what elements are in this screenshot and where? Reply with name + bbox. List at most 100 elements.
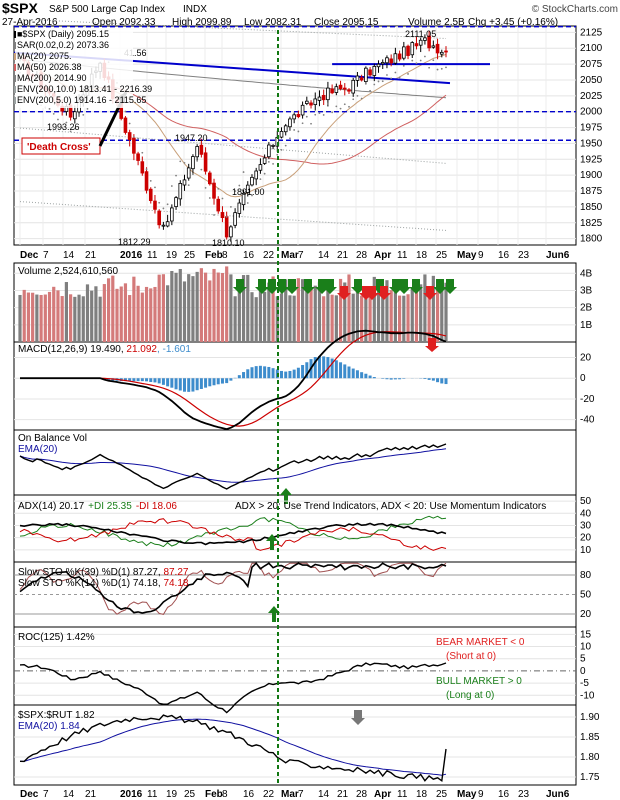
candle-body — [355, 75, 360, 81]
macd-hist-bar — [220, 378, 224, 384]
ratio-line — [19, 714, 447, 783]
volume-bar — [406, 294, 410, 342]
sar-dot — [381, 80, 384, 83]
red-down-arrow — [365, 286, 379, 300]
volume-bar — [195, 271, 199, 342]
macd-tick-label: 0 — [580, 373, 586, 384]
candle-body — [321, 94, 326, 101]
volume-bar — [246, 274, 250, 342]
macd-hist-bar — [355, 370, 359, 379]
volume-bar — [153, 286, 157, 342]
macd-hist-bar — [368, 375, 372, 379]
candle-body — [136, 153, 140, 161]
volume-tick-label: 2B — [580, 303, 593, 314]
sar-dot — [343, 103, 346, 106]
volume-bar — [39, 294, 43, 342]
sar-dot — [183, 162, 186, 164]
x-tick-label: 18 — [416, 250, 428, 261]
volume-bar — [52, 286, 56, 342]
volume-bar — [368, 288, 372, 342]
macd-hist-bar — [204, 378, 208, 388]
green-down-arrow — [233, 279, 247, 294]
price-tick-label: 1875 — [580, 186, 603, 197]
candle-body — [241, 192, 246, 206]
roc-title: ROC(125) 1.42% — [18, 632, 95, 643]
volume-bar — [263, 291, 267, 342]
candle-body — [140, 161, 145, 174]
volume-bar — [157, 274, 161, 342]
candle-body — [220, 212, 225, 219]
x-tick-label: Feb — [205, 250, 223, 261]
volume-bar — [414, 292, 419, 342]
macd-hist-bar — [322, 356, 326, 379]
macd-hist-bar — [301, 365, 305, 379]
x-tick-label: Apr — [374, 250, 391, 261]
sto-title-2-d: 74.18 — [163, 578, 188, 589]
roc-tick-label: 15 — [580, 629, 592, 640]
x-tick-label-bottom: 25 — [184, 789, 196, 800]
obv-line — [19, 443, 447, 490]
volume-bar — [90, 290, 94, 342]
roc-line — [19, 662, 447, 714]
volume-bar — [444, 282, 448, 342]
candle-body — [144, 171, 149, 191]
macd-hist-bar — [187, 378, 191, 392]
x-tick-label-bottom: 11 — [397, 789, 408, 800]
macd-hist-bar — [123, 378, 127, 382]
macd-hist-bar — [132, 378, 136, 382]
macd-hist-bar — [398, 378, 402, 380]
panel-frames — [13, 25, 577, 786]
sar-dot — [398, 76, 401, 79]
adx-tick-label: 20 — [580, 533, 592, 544]
volume-bar — [427, 293, 431, 342]
candle-body — [174, 197, 178, 208]
sar-dot — [149, 179, 152, 182]
volume-tick-label: 4B — [580, 268, 593, 279]
macd-title-main: MACD(12,26,9) 19.490, — [18, 344, 126, 355]
x-tick-label-bottom: 18 — [416, 789, 428, 800]
panel-titles: Volume 2,524,610,560 MACD(12,26,9) 19.49… — [18, 266, 546, 732]
x-tick-label-bottom: Dec — [20, 789, 39, 800]
volume-bar — [191, 276, 195, 342]
macd-hist-bar — [191, 378, 195, 392]
candle-body — [423, 37, 427, 41]
change-value: Chg +3.45 (+0.16%) — [468, 17, 558, 28]
volume-bar — [140, 292, 144, 342]
adx-title-main: ADX(14) 20.17 — [18, 501, 85, 512]
macd-panel: 20 0 -20 -40 — [14, 329, 595, 431]
sto-title-2-main: Slow STO %K(14) %D(1) 74.18, — [18, 578, 163, 589]
candle-body — [435, 43, 440, 54]
macd-hist-bar — [326, 357, 330, 379]
candle-body — [305, 100, 309, 104]
candle-body — [439, 51, 444, 55]
x-tick-label: 25 — [184, 250, 196, 261]
macd-hist-bar — [182, 378, 186, 392]
candle-body — [410, 42, 415, 56]
volume-bar — [309, 287, 313, 342]
adx-note: ADX > 20: Use Trend Indicators, ADX < 20… — [235, 501, 546, 512]
sar-dot — [348, 105, 350, 108]
volume-bar — [132, 276, 136, 342]
legend-swatch — [14, 53, 16, 60]
candle-body — [368, 69, 372, 76]
sto-title-2: Slow STO %K(14) %D(1) 74.18, 74.18 — [18, 578, 189, 589]
volume-bar — [199, 268, 203, 342]
x-tick-label-bottom: May — [457, 789, 477, 800]
price-y-axis: 2125 2100 2075 2050 2025 2000 1975 1950 1925 1900… — [580, 27, 603, 244]
candle-body — [431, 45, 436, 48]
macd-hist-bar — [296, 367, 300, 379]
candle-body — [444, 50, 448, 53]
sar-dot — [360, 97, 363, 100]
volume-bar — [233, 296, 237, 342]
adx-tick-label: 10 — [580, 545, 592, 556]
overlay-label: 41.56 — [124, 48, 147, 58]
candle-body — [313, 98, 318, 105]
x-tick-label-bottom: Apr — [374, 789, 391, 800]
macd-hist-bar — [212, 378, 216, 386]
candle-body — [418, 39, 423, 46]
x-tick-label-bottom: 28 — [356, 789, 368, 800]
x-tick-label: 22 — [263, 250, 275, 261]
sar-dot — [175, 174, 177, 177]
candle-body — [73, 111, 77, 120]
